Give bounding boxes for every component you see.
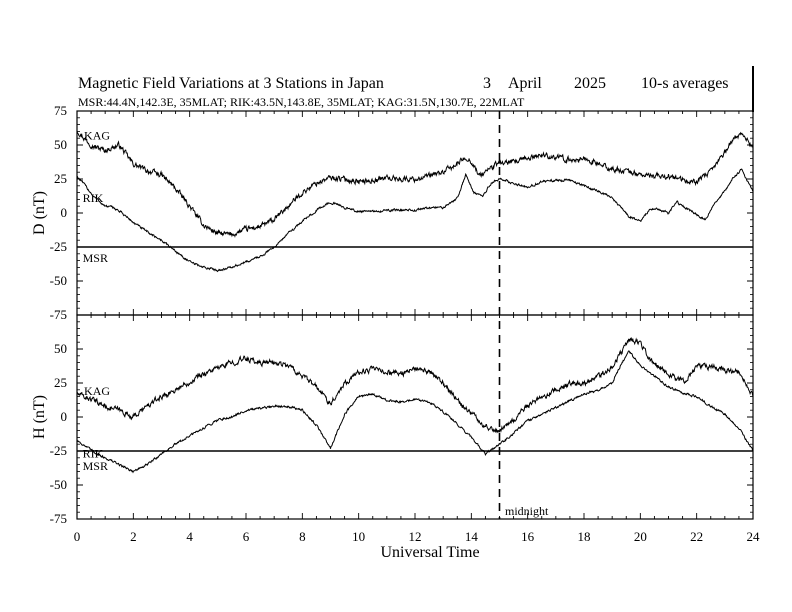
y-tick-label-D: 75 bbox=[54, 103, 67, 118]
chart-title-main: Magnetic Field Variations at 3 Stations … bbox=[78, 75, 384, 92]
x-tick-label: 0 bbox=[74, 529, 81, 544]
y-tick-label-H: 0 bbox=[61, 409, 68, 424]
x-tick-label: 24 bbox=[747, 529, 761, 544]
y-tick-label-D: 0 bbox=[61, 205, 68, 220]
x-tick-label: 22 bbox=[690, 529, 703, 544]
chart-title: Magnetic Field Variations at 3 Stations … bbox=[78, 75, 729, 92]
y-tick-label-H: 25 bbox=[54, 375, 67, 390]
y-tick-label-H: -75 bbox=[50, 511, 67, 526]
series-line-H-rik bbox=[76, 350, 754, 474]
x-tick-label: 10 bbox=[352, 529, 365, 544]
x-axis: 0 2 4 6 8 10 12 14 16 18 20 22 24 bbox=[74, 529, 760, 544]
x-axis-title: Universal Time bbox=[380, 544, 479, 561]
station-label-D-kag: KAG bbox=[84, 128, 110, 142]
x-tick-label: 18 bbox=[578, 529, 591, 544]
midnight-label: midnight bbox=[505, 504, 549, 518]
station-label-H-msr: MSR bbox=[83, 459, 108, 473]
station-label-D-msr: MSR bbox=[83, 251, 108, 265]
y-tick-label-H: -25 bbox=[50, 443, 67, 458]
y-tick-label-D: -50 bbox=[50, 273, 67, 288]
x-tick-label: 8 bbox=[299, 529, 306, 544]
x-tick-label: 16 bbox=[521, 529, 535, 544]
x-tick-label: 20 bbox=[634, 529, 647, 544]
station-label-H-kag: KAG bbox=[84, 384, 110, 398]
station-label-H-rik: RIK bbox=[83, 447, 104, 461]
y-axis-title-D: D (nT) bbox=[31, 191, 48, 235]
x-tick-label: 4 bbox=[186, 529, 193, 544]
chart-title-year: 2025 bbox=[574, 75, 606, 92]
y-tick-label-D: -25 bbox=[50, 239, 67, 254]
panel-D: 75 50 25 0 -25 -50 -75 D (nT) KAG RIK MSR bbox=[31, 103, 754, 322]
chart-title-month: April bbox=[508, 75, 542, 92]
series-line-D-kag bbox=[76, 130, 754, 238]
chart-title-averaging: 10-s averages bbox=[641, 75, 729, 92]
x-tick-label: 12 bbox=[409, 529, 422, 544]
panel-frame-D bbox=[76, 110, 754, 316]
y-tick-label-H: 50 bbox=[54, 341, 67, 356]
y-tick-label-D: 25 bbox=[54, 171, 67, 186]
series-line-H-kag bbox=[76, 336, 754, 434]
y-tick-label-D: -75 bbox=[50, 307, 67, 322]
station-label-D-rik: RIK bbox=[83, 191, 104, 205]
y-axis-title-H: H (nT) bbox=[31, 395, 48, 439]
y-tick-label-H: -50 bbox=[50, 477, 67, 492]
series-line-D-rik bbox=[76, 168, 754, 273]
x-tick-label: 14 bbox=[465, 529, 479, 544]
x-tick-label: 6 bbox=[243, 529, 250, 544]
y-tick-label-D: 50 bbox=[54, 137, 67, 152]
chart-subtitle: MSR:44.4N,142.3E, 35MLAT; RIK:43.5N,143.… bbox=[78, 95, 525, 109]
panel-frame-H bbox=[76, 314, 754, 520]
chart-title-day: 3 bbox=[483, 75, 491, 92]
x-tick-label: 2 bbox=[130, 529, 137, 544]
